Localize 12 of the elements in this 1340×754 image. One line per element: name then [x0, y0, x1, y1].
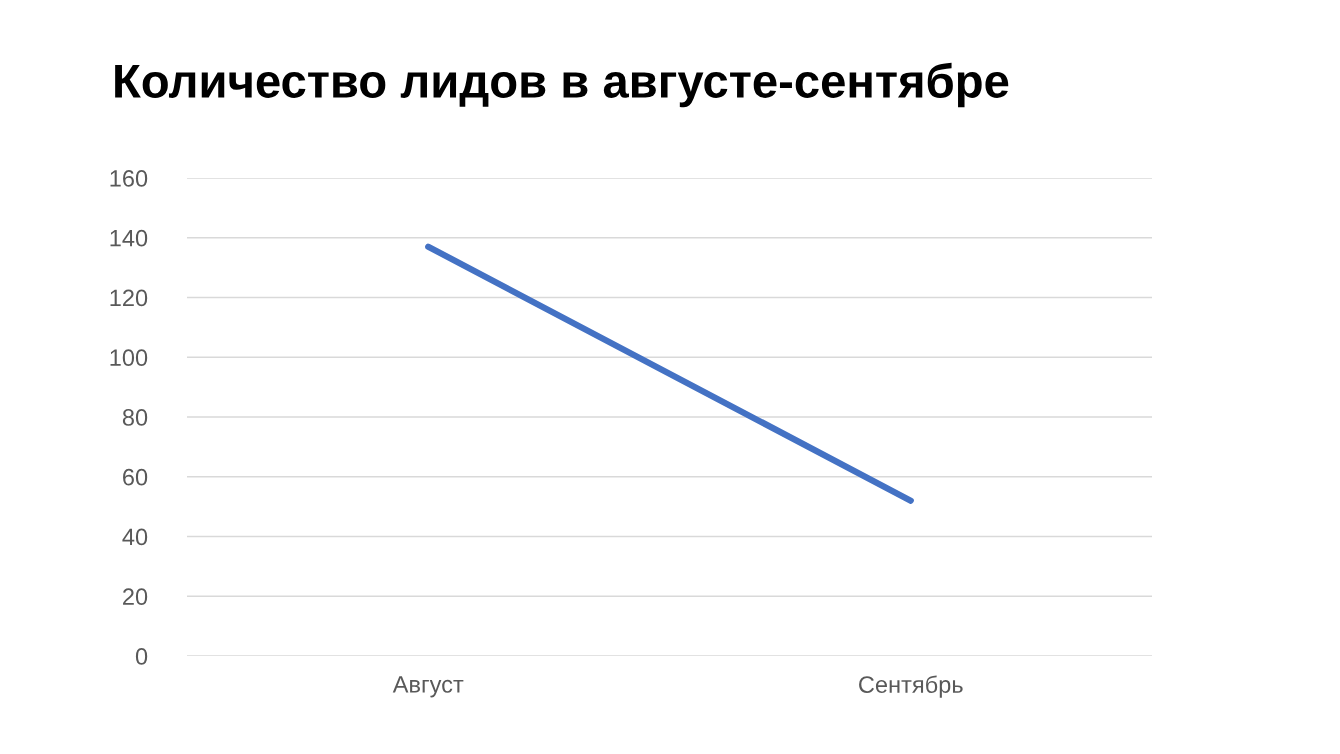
y-tick-label: 0: [135, 648, 148, 665]
y-tick-label: 60: [123, 468, 148, 486]
y-tick-label: 160: [110, 170, 148, 187]
y-tick-label: 20: [123, 588, 148, 606]
y-tick-label: 80: [122, 409, 148, 426]
x-tick-label: Сентябрь: [859, 675, 963, 698]
x-tick-label: Август: [392, 676, 464, 698]
y-tick-label: 120: [110, 289, 148, 307]
chart-title: Количество лидов в августе-сентябре: [115, 62, 1009, 108]
y-tick-label: 140: [110, 229, 148, 247]
y-tick-label: 40: [122, 528, 148, 546]
y-tick-label: 100: [110, 349, 148, 367]
